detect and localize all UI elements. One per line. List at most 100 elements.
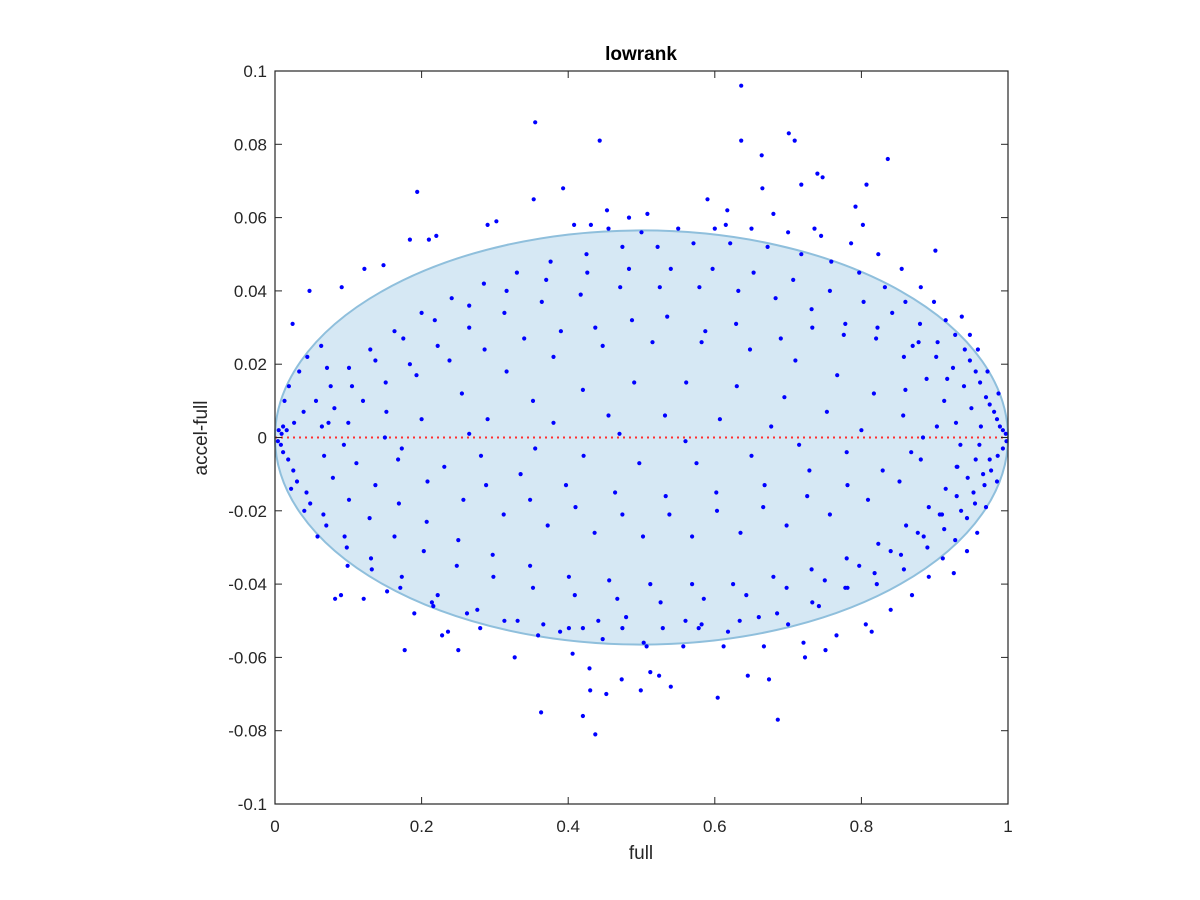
- scatter-point: [869, 629, 874, 634]
- scatter-point: [382, 435, 387, 440]
- scatter-point: [736, 288, 741, 293]
- scatter-point: [580, 387, 586, 392]
- scatter-point: [860, 222, 866, 227]
- scatter-point: [916, 340, 921, 345]
- scatter-point: [475, 607, 480, 612]
- scatter-point: [710, 266, 715, 271]
- scatter-point: [490, 552, 495, 557]
- scatter-point: [705, 197, 710, 202]
- scatter-point: [346, 420, 351, 425]
- scatter-point: [551, 420, 556, 425]
- scatter-point: [663, 494, 668, 499]
- scatter-point: [518, 472, 523, 477]
- scatter-point: [442, 464, 447, 469]
- scatter-point: [703, 329, 708, 334]
- scatter-point: [360, 398, 366, 403]
- scatter-point: [275, 439, 280, 444]
- scatter-point: [584, 252, 589, 257]
- scatter-point: [738, 530, 743, 535]
- scatter-point: [967, 332, 973, 337]
- scatter-point: [491, 574, 496, 579]
- scatter-point: [482, 347, 487, 352]
- scatter-point: [304, 490, 309, 495]
- scatter-point: [747, 347, 753, 352]
- scatter-point: [587, 666, 592, 671]
- scatter-point: [715, 695, 720, 700]
- scatter-point: [819, 233, 824, 238]
- scatter-point: [467, 325, 472, 330]
- scatter-point: [954, 494, 959, 499]
- scatter-point: [512, 655, 517, 660]
- y-tick-label: 0.06: [234, 209, 267, 228]
- scatter-point: [467, 431, 472, 436]
- scatter-point: [502, 310, 507, 315]
- scatter-point: [541, 622, 546, 627]
- scatter-point: [888, 607, 893, 612]
- scatter-point: [844, 450, 849, 455]
- scatter-point: [981, 472, 986, 477]
- x-axis-ticks: 0 0.2 0.4 0.6 0.8 1: [270, 71, 1013, 836]
- scatter-point: [485, 222, 490, 227]
- x-axis-label: full: [629, 843, 653, 864]
- scatter-point: [942, 398, 947, 403]
- scatter-point: [322, 453, 327, 458]
- scatter-point: [791, 277, 796, 282]
- scatter-point: [385, 589, 390, 594]
- scatter-point: [799, 182, 804, 187]
- x-tick-label: 0.2: [410, 817, 434, 836]
- scatter-point: [876, 541, 881, 546]
- scatter-point: [973, 369, 978, 374]
- scatter-point: [1003, 431, 1008, 436]
- scatter-point: [843, 321, 848, 326]
- scatter-point: [531, 197, 536, 202]
- scatter-point: [412, 611, 417, 616]
- scatter-point: [775, 717, 780, 722]
- scatter-point: [419, 310, 424, 315]
- scatter-point: [882, 285, 888, 290]
- scatter-point: [765, 244, 770, 249]
- scatter-point: [809, 567, 814, 572]
- scatter-point: [699, 340, 704, 345]
- scatter-point: [561, 186, 566, 191]
- scatter-point: [596, 618, 601, 623]
- scatter-point: [901, 413, 906, 418]
- scatter-point: [989, 468, 994, 473]
- y-tick-label: -0.08: [228, 722, 267, 741]
- scatter-point: [822, 578, 827, 583]
- scatter-point: [771, 574, 776, 579]
- scatter-point: [345, 563, 350, 568]
- scatter-point: [723, 222, 728, 227]
- scatter-point: [645, 211, 650, 216]
- scatter-point: [478, 453, 484, 458]
- scatter-point: [464, 611, 470, 616]
- scatter-point: [641, 640, 646, 645]
- scatter-point: [864, 182, 869, 187]
- scatter-point: [815, 171, 820, 176]
- scatter-point: [964, 516, 970, 521]
- scatter-point: [425, 479, 430, 484]
- scatter-point: [431, 604, 436, 609]
- scatter-point: [965, 475, 970, 480]
- scatter-point: [558, 629, 563, 634]
- scatter-point: [620, 244, 625, 249]
- scatter-point: [888, 549, 893, 554]
- scatter-point: [844, 556, 849, 561]
- scatter-point: [373, 483, 378, 488]
- y-axis-ticks: -0.1 -0.08 -0.06 -0.04 -0.02 0 0.02 0.04 0.06 0.0…: [228, 62, 1008, 814]
- scatter-point: [338, 593, 344, 598]
- scatter-point: [978, 424, 984, 429]
- scatter-point: [530, 398, 536, 403]
- scatter-point: [969, 406, 974, 411]
- scatter-point: [278, 442, 283, 447]
- scatter-point: [637, 461, 642, 466]
- scatter-point: [558, 329, 564, 334]
- scatter-point: [816, 604, 822, 609]
- scatter-point: [937, 512, 942, 517]
- scatter-point: [302, 508, 307, 513]
- y-tick-label: -0.06: [228, 648, 267, 667]
- x-tick-label: 0.4: [556, 817, 580, 836]
- scatter-point: [962, 347, 967, 352]
- scatter-point: [915, 530, 920, 535]
- scatter-point: [725, 208, 730, 213]
- scatter-point: [481, 281, 486, 286]
